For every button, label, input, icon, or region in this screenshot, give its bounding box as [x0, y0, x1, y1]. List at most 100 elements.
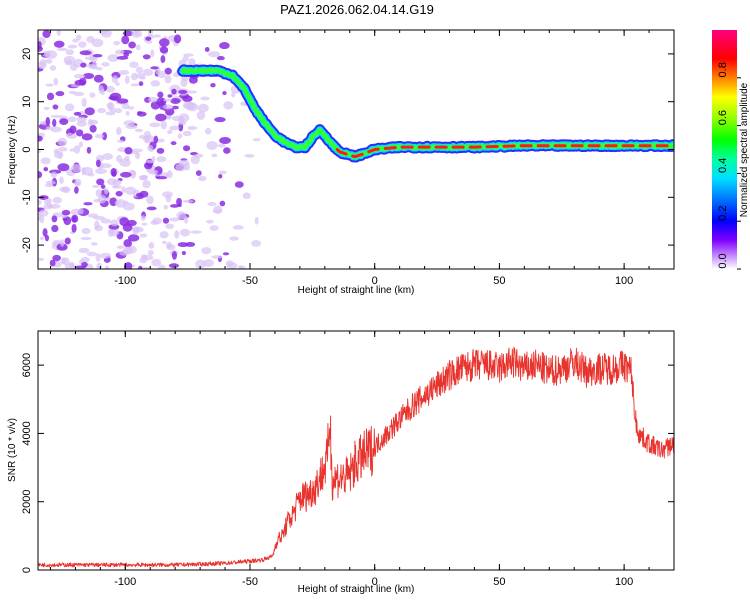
noise-speckle	[74, 79, 86, 86]
noise-speckles	[38, 30, 262, 269]
snr-ytick-6000: 6000	[21, 353, 674, 377]
noise-speckle	[152, 217, 162, 225]
noise-speckle	[66, 132, 78, 139]
noise-speckle	[121, 35, 130, 45]
noise-speckle	[222, 252, 230, 256]
svg-text:0: 0	[21, 146, 33, 152]
snr-ytick-2000: 2000	[21, 489, 674, 514]
noise-speckle	[108, 227, 120, 237]
noise-speckle	[45, 126, 54, 131]
svg-text:-50: -50	[242, 576, 258, 588]
noise-speckle	[50, 171, 57, 178]
noise-speckle	[73, 91, 85, 97]
noise-speckle	[53, 77, 59, 86]
noise-speckle	[55, 90, 65, 97]
noise-speckle	[145, 36, 152, 41]
noise-speckle	[38, 149, 42, 154]
noise-speckle	[111, 184, 122, 189]
noise-speckle	[72, 38, 79, 43]
noise-speckle	[210, 82, 216, 88]
noise-speckle	[121, 103, 130, 110]
noise-speckle	[138, 81, 144, 87]
snr-y-label: SNR (10 * v/v)	[7, 418, 18, 482]
noise-speckle	[135, 66, 144, 74]
noise-speckle	[45, 180, 56, 185]
noise-speckle	[164, 67, 172, 75]
noise-speckle	[91, 38, 104, 48]
noise-speckle	[123, 52, 129, 58]
noise-speckle	[211, 255, 223, 259]
noise-speckle	[101, 62, 110, 67]
noise-speckle	[73, 111, 82, 116]
noise-speckle	[61, 209, 71, 216]
noise-speckle	[182, 55, 189, 62]
noise-speckle	[86, 251, 97, 257]
noise-speckle	[146, 40, 153, 44]
snr-panel: -100 -50 0 50 100 0 2000 4000 6000 Height of st…	[7, 330, 675, 595]
noise-speckle	[39, 209, 49, 217]
colorbar-tick-0.2: 0.2	[717, 206, 741, 222]
noise-speckle	[57, 163, 70, 172]
noise-speckle	[162, 191, 173, 198]
noise-speckle	[39, 214, 45, 224]
noise-speckle	[107, 54, 120, 62]
noise-speckle	[188, 58, 196, 67]
noise-speckle	[206, 219, 214, 224]
svg-text:0.4: 0.4	[717, 158, 729, 173]
noise-speckle	[43, 167, 49, 172]
noise-speckle	[157, 91, 164, 98]
noise-speckle	[177, 133, 183, 139]
noise-speckle	[38, 171, 43, 179]
noise-speckle	[58, 146, 68, 152]
noise-speckle	[197, 103, 209, 113]
noise-speckle	[50, 126, 62, 133]
noise-speckle	[234, 181, 244, 188]
noise-speckle	[78, 141, 84, 148]
noise-speckle	[59, 186, 69, 192]
noise-speckle	[52, 118, 57, 127]
noise-speckle	[90, 242, 98, 246]
noise-speckle	[92, 54, 103, 58]
noise-speckle	[50, 114, 63, 118]
noise-speckle	[169, 204, 180, 208]
noise-speckle	[151, 258, 162, 267]
noise-speckle	[76, 116, 87, 123]
spectrogram-ytick-0: 0	[21, 146, 674, 153]
noise-speckle	[108, 95, 119, 101]
noise-speckle	[182, 199, 194, 203]
noise-speckle	[56, 243, 68, 251]
noise-speckle	[93, 74, 104, 83]
noise-speckle	[135, 192, 144, 198]
colorbar-tick-0.6: 0.6	[717, 110, 741, 127]
noise-speckle	[182, 130, 192, 137]
noise-speckle	[194, 153, 204, 158]
noise-speckle	[182, 95, 193, 103]
noise-speckle	[178, 159, 190, 167]
noise-speckle	[93, 215, 106, 221]
noise-speckle	[82, 166, 94, 176]
noise-speckle	[122, 223, 133, 232]
noise-speckle	[81, 133, 93, 141]
noise-speckle	[135, 226, 144, 233]
noise-speckle	[128, 41, 136, 49]
noise-speckle	[214, 116, 226, 123]
noise-speckle	[216, 56, 225, 61]
spectrogram-x-ticks: -100 -50 0 50 100	[49, 30, 675, 287]
noise-speckle	[166, 170, 173, 179]
noise-speckle	[157, 70, 166, 79]
noise-speckle	[159, 46, 169, 54]
noise-speckle	[156, 156, 167, 163]
noise-speckle	[211, 153, 218, 158]
noise-speckle	[51, 215, 58, 223]
noise-speckle	[159, 231, 169, 239]
noise-speckle	[155, 176, 168, 180]
noise-speckle	[70, 208, 81, 216]
noise-speckle	[59, 118, 69, 125]
noise-speckle	[40, 236, 45, 241]
noise-speckle	[186, 90, 198, 94]
noise-speckle	[45, 116, 51, 126]
noise-speckle	[160, 120, 167, 130]
noise-speckle	[42, 50, 52, 57]
svg-text:0: 0	[372, 576, 378, 588]
